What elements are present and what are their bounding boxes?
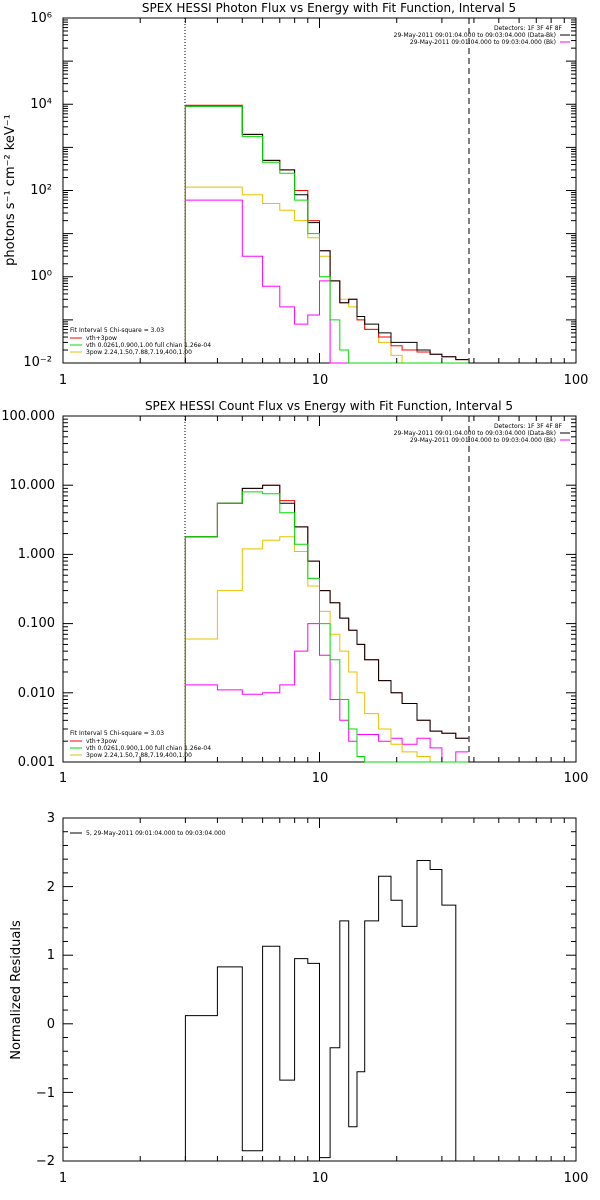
photon-series-green [184,105,469,364]
count-fit-entry-3pow: 3pow 2.24,1.50,7.88,7.19,400,1.00 [86,752,192,759]
count-fit-entry-vth: vth 0.0261,0.900,1.00 full chian 1.26e-0… [86,745,211,752]
residuals-y-tick-neg1: −1 [36,1086,55,1101]
residuals-y-tick-0: 0 [47,1017,55,1032]
photon-fit-entry-total: vth+3pow [86,335,117,342]
photon-series-layer [184,104,469,364]
residuals-y-axis-label: Normalized Residuals [9,920,24,1060]
count-fit-legend: Fit Interval 5 Chi-square = 3.03 vth+3po… [70,730,211,759]
residuals-chart: Normalized Residuals 3 2 1 0 −1 −2 1 10 … [9,811,588,1186]
photon-fit-header: Fit Interval 5 Chi-square = 3.03 [70,327,164,334]
count-y-tick-1: 1.000 [18,547,55,562]
photon-fit-legend: Fit Interval 5 Chi-square = 3.03 vth+3po… [70,327,211,356]
count-chart-title: SPEX HESSI Count Flux vs Energy with Fit… [145,399,513,413]
count-y-tick-0.1: 0.100 [18,616,55,631]
count-y-tick-10: 10.000 [10,478,56,493]
count-series-black [184,484,469,762]
residuals-x-tick-100: 100 [564,1171,589,1186]
photon-series-black [184,105,469,363]
count-legend-entry-data: 29-May-2011 09:01:04.000 to 09:03:04.000… [394,430,556,437]
residuals-y-tick-3: 3 [47,811,55,826]
photon-y-tick-1e4: 10⁴ [30,97,52,112]
residuals-legend-entry: 5, 29-May-2011 09:01:04.000 to 09:03:04.… [86,830,226,837]
photon-series-yellow [184,186,469,364]
residuals-y-tick-2: 2 [47,880,55,895]
count-series-magenta [184,623,469,763]
residuals-y-tick-neg2: −2 [36,1154,55,1169]
residuals-x-tick-1: 1 [59,1171,67,1186]
count-legend-title: Detectors: 1F 3F 4F 8F [494,423,563,430]
count-series-green [184,491,469,763]
axis-ticks-layer [62,17,577,1162]
count-y-tick-0.01: 0.010 [18,686,55,701]
photon-x-tick-100: 100 [564,373,589,388]
photon-flux-chart: SPEX HESSI Photon Flux vs Energy with Fi… [3,1,588,388]
photon-fit-entry-3pow: 3pow 2.24,1.50,7.88,7.19,400,1.00 [86,349,192,356]
photon-series-red [184,104,469,363]
count-y-tick-100: 100.000 [1,409,55,424]
count-flux-chart: SPEX HESSI Count Flux vs Energy with Fit… [1,399,588,786]
photon-y-tick-1e2: 10² [30,183,52,198]
residuals-x-tick-10: 10 [312,1171,329,1186]
photon-y-axis-label: photons s⁻¹ cm⁻² keV⁻¹ [3,114,18,266]
count-fit-entry-total: vth+3pow [86,738,117,745]
residuals-series-black [184,860,469,1162]
count-fit-header: Fit Interval 5 Chi-square = 3.03 [70,730,164,737]
photon-x-tick-10: 10 [312,373,329,388]
photon-legend-entry-data: 29-May-2011 09:01:04.000 to 09:03:04.000… [394,32,556,39]
photon-y-tick-1e6: 10⁶ [30,11,52,26]
photon-legend-title: Detectors: 1F 3F 4F 8F [494,25,563,32]
photon-x-tick-1: 1 [59,373,67,388]
count-series-yellow [184,536,469,763]
count-x-tick-100: 100 [564,771,589,786]
count-legend-entry-bk: 29-May-2011 09:01:04.000 to 09:03:04.000… [410,437,556,444]
photon-chart-title: SPEX HESSI Photon Flux vs Energy with Fi… [142,1,516,15]
count-x-tick-1: 1 [59,771,67,786]
residuals-y-tick-1: 1 [47,948,55,963]
count-y-tick-0.001: 0.001 [18,755,55,770]
photon-y-tick-1e0: 10⁰ [30,269,52,284]
photon-series-magenta [184,199,469,364]
count-series-layer [184,484,469,763]
photon-fit-entry-vth: vth 0.0261,0.900,1.00 full chian 1.26e-0… [86,342,211,349]
count-x-tick-10: 10 [312,771,329,786]
photon-detector-legend: Detectors: 1F 3F 4F 8F 29-May-2011 09:01… [394,25,570,46]
photon-y-tick-1e-2: 10⁻² [23,355,52,370]
photon-legend-entry-bk: 29-May-2011 09:01:04.000 to 09:03:04.000… [410,39,556,46]
count-detector-legend: Detectors: 1F 3F 4F 8F 29-May-2011 09:01… [394,423,570,444]
residuals-legend: 5, 29-May-2011 09:01:04.000 to 09:03:04.… [70,830,226,837]
